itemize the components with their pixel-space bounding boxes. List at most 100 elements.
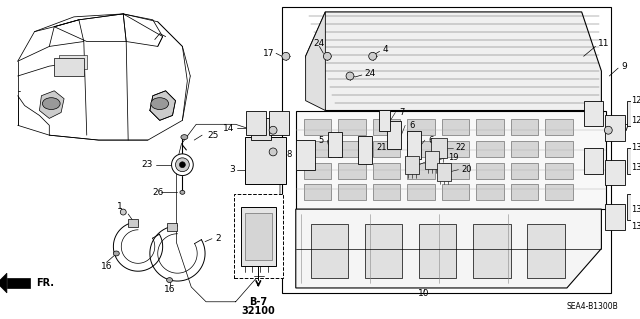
Text: 13: 13 bbox=[631, 204, 640, 214]
Bar bbox=[167, 223, 177, 231]
Bar bbox=[476, 141, 504, 157]
Text: 13: 13 bbox=[274, 128, 285, 137]
Text: 13: 13 bbox=[631, 163, 640, 172]
Ellipse shape bbox=[346, 72, 354, 80]
Text: 22: 22 bbox=[456, 144, 466, 152]
Bar bbox=[584, 148, 604, 174]
Bar bbox=[338, 163, 366, 179]
Text: 8: 8 bbox=[287, 150, 292, 160]
Bar bbox=[407, 163, 435, 179]
Bar bbox=[511, 141, 538, 157]
Ellipse shape bbox=[113, 251, 119, 256]
Text: 1: 1 bbox=[117, 202, 123, 211]
Bar bbox=[241, 207, 276, 266]
Bar bbox=[303, 163, 332, 179]
Text: 10: 10 bbox=[418, 289, 429, 298]
Bar bbox=[387, 121, 401, 149]
Text: 3: 3 bbox=[229, 165, 235, 174]
Bar bbox=[476, 119, 504, 135]
Polygon shape bbox=[150, 91, 175, 120]
Bar bbox=[511, 163, 538, 179]
Bar bbox=[252, 118, 271, 140]
Bar bbox=[627, 148, 640, 174]
Bar bbox=[303, 141, 332, 157]
Text: 24: 24 bbox=[365, 69, 376, 78]
Bar bbox=[407, 119, 435, 135]
Bar bbox=[128, 219, 138, 227]
Bar bbox=[605, 160, 625, 185]
Bar bbox=[545, 119, 573, 135]
Bar bbox=[442, 184, 469, 200]
Bar bbox=[442, 119, 469, 135]
Bar bbox=[303, 184, 332, 200]
Text: 25: 25 bbox=[207, 131, 218, 140]
Bar bbox=[234, 194, 283, 278]
Bar bbox=[296, 110, 606, 209]
Bar bbox=[372, 141, 400, 157]
Bar bbox=[627, 194, 640, 220]
Polygon shape bbox=[306, 12, 325, 110]
Text: 13: 13 bbox=[631, 222, 640, 231]
Bar bbox=[282, 7, 611, 293]
Text: 4: 4 bbox=[383, 45, 388, 54]
Bar bbox=[407, 131, 421, 159]
Ellipse shape bbox=[269, 126, 277, 134]
Text: 15: 15 bbox=[252, 144, 263, 152]
Text: 26: 26 bbox=[153, 188, 164, 197]
Polygon shape bbox=[40, 91, 64, 118]
Text: B-7: B-7 bbox=[249, 297, 268, 307]
Polygon shape bbox=[296, 209, 602, 288]
Ellipse shape bbox=[269, 148, 277, 156]
Text: 23: 23 bbox=[141, 160, 153, 169]
Bar bbox=[365, 224, 403, 278]
Bar bbox=[473, 224, 511, 278]
Text: 11: 11 bbox=[598, 39, 609, 48]
Bar bbox=[54, 58, 84, 76]
Text: 20: 20 bbox=[461, 165, 472, 174]
Bar bbox=[605, 204, 625, 230]
Bar bbox=[405, 156, 419, 174]
Text: 7: 7 bbox=[399, 108, 404, 117]
Text: 14: 14 bbox=[223, 124, 235, 133]
Bar bbox=[372, 119, 400, 135]
Bar bbox=[269, 112, 289, 135]
Bar bbox=[338, 119, 366, 135]
Text: 15: 15 bbox=[252, 121, 263, 130]
Bar bbox=[244, 213, 272, 260]
Text: 2: 2 bbox=[215, 234, 221, 243]
Ellipse shape bbox=[604, 126, 612, 134]
Text: 21: 21 bbox=[376, 144, 387, 152]
Text: 12: 12 bbox=[631, 96, 640, 105]
Ellipse shape bbox=[369, 52, 376, 60]
Ellipse shape bbox=[323, 52, 332, 60]
Bar bbox=[511, 184, 538, 200]
Text: 18: 18 bbox=[429, 157, 440, 166]
Text: 17: 17 bbox=[619, 124, 630, 133]
Text: FR.: FR. bbox=[36, 278, 54, 288]
Polygon shape bbox=[306, 12, 602, 110]
Text: SEA4-B1300B: SEA4-B1300B bbox=[567, 302, 619, 311]
Ellipse shape bbox=[166, 278, 173, 283]
Ellipse shape bbox=[42, 98, 60, 109]
Bar bbox=[372, 163, 400, 179]
Bar bbox=[372, 184, 400, 200]
Text: 9: 9 bbox=[621, 62, 627, 70]
Text: 32100: 32100 bbox=[241, 306, 275, 315]
Text: 5: 5 bbox=[318, 136, 323, 145]
Bar bbox=[244, 137, 286, 184]
Bar bbox=[59, 55, 87, 69]
Text: 6: 6 bbox=[429, 136, 435, 145]
Bar bbox=[442, 141, 469, 157]
Bar bbox=[545, 163, 573, 179]
Text: 13: 13 bbox=[631, 144, 640, 152]
Bar bbox=[296, 140, 316, 170]
Ellipse shape bbox=[282, 52, 290, 60]
Text: 6: 6 bbox=[409, 121, 415, 130]
Bar bbox=[407, 184, 435, 200]
Ellipse shape bbox=[181, 135, 188, 140]
Bar bbox=[627, 101, 640, 126]
Bar bbox=[379, 109, 390, 131]
Bar bbox=[338, 141, 366, 157]
Bar bbox=[246, 112, 266, 135]
Ellipse shape bbox=[179, 162, 186, 168]
